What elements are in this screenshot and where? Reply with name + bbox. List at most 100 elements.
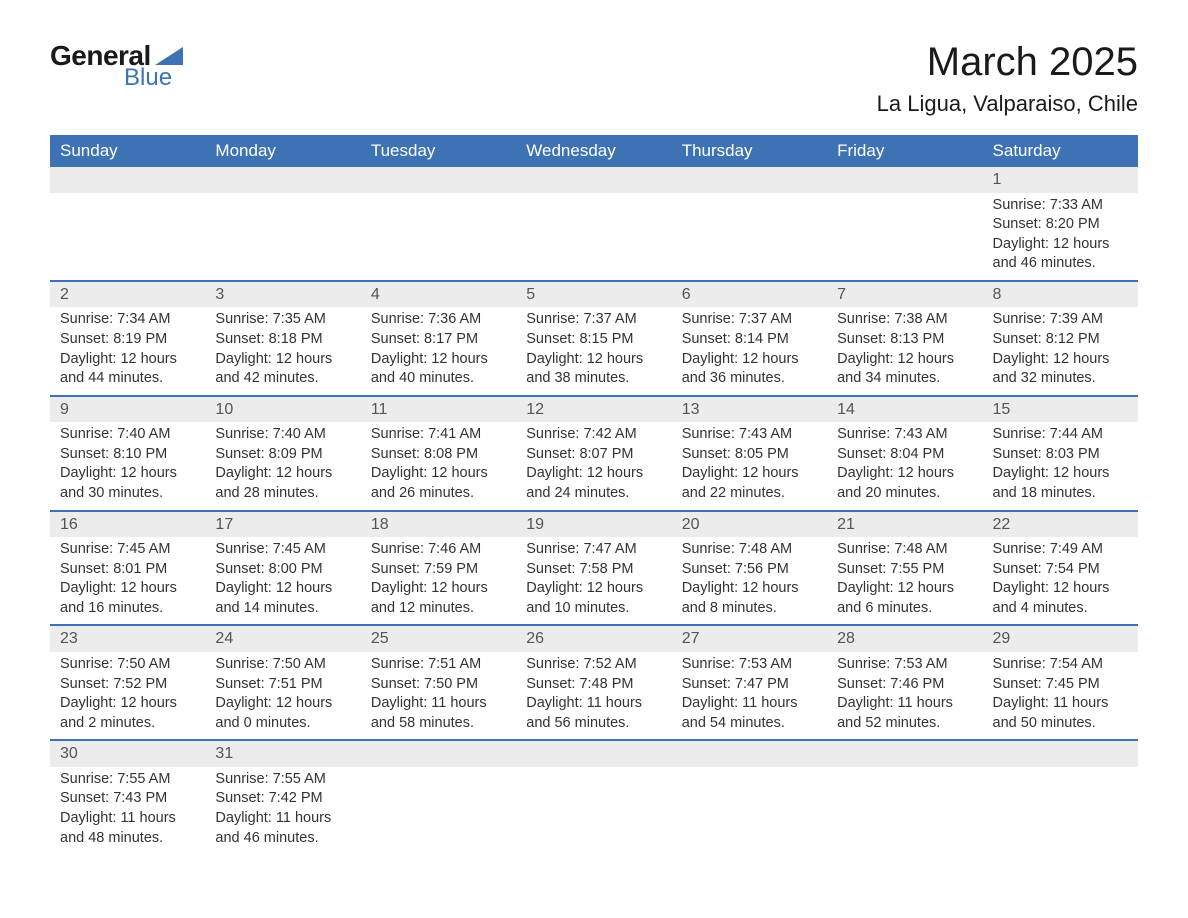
day-body: Sunrise: 7:46 AMSunset: 7:59 PMDaylight:… (361, 537, 516, 624)
calendar-cell: 27Sunrise: 7:53 AMSunset: 7:47 PMDayligh… (672, 625, 827, 740)
sunrise-text: Sunrise: 7:51 AM (371, 655, 506, 675)
day-body (672, 767, 827, 796)
day-body (361, 193, 516, 222)
sunrise-text: Sunrise: 7:47 AM (526, 540, 661, 560)
day-number: 6 (672, 282, 827, 308)
calendar-header-row: Sunday Monday Tuesday Wednesday Thursday… (50, 135, 1138, 167)
daylight-text: Daylight: 12 hours and 40 minutes. (371, 350, 506, 389)
daylight-text: Daylight: 12 hours and 36 minutes. (682, 350, 817, 389)
calendar-cell: 3Sunrise: 7:35 AMSunset: 8:18 PMDaylight… (205, 281, 360, 396)
sunset-text: Sunset: 7:42 PM (215, 789, 350, 809)
title-block: March 2025 La Ligua, Valparaiso, Chile (877, 40, 1138, 117)
sunset-text: Sunset: 8:01 PM (60, 560, 195, 580)
daylight-text: Daylight: 12 hours and 20 minutes. (837, 464, 972, 503)
daylight-text: Daylight: 12 hours and 8 minutes. (682, 579, 817, 618)
sunrise-text: Sunrise: 7:46 AM (371, 540, 506, 560)
daylight-text: Daylight: 12 hours and 28 minutes. (215, 464, 350, 503)
day-number (672, 741, 827, 767)
sunrise-text: Sunrise: 7:55 AM (60, 770, 195, 790)
calendar-week-row: 16Sunrise: 7:45 AMSunset: 8:01 PMDayligh… (50, 511, 1138, 626)
sunset-text: Sunset: 8:18 PM (215, 330, 350, 350)
sunrise-text: Sunrise: 7:40 AM (60, 425, 195, 445)
calendar-cell: 25Sunrise: 7:51 AMSunset: 7:50 PMDayligh… (361, 625, 516, 740)
sunset-text: Sunset: 8:08 PM (371, 445, 506, 465)
sunset-text: Sunset: 8:05 PM (682, 445, 817, 465)
calendar-cell: 29Sunrise: 7:54 AMSunset: 7:45 PMDayligh… (983, 625, 1138, 740)
calendar-cell: 19Sunrise: 7:47 AMSunset: 7:58 PMDayligh… (516, 511, 671, 626)
sunset-text: Sunset: 8:17 PM (371, 330, 506, 350)
sunset-text: Sunset: 7:55 PM (837, 560, 972, 580)
day-body: Sunrise: 7:34 AMSunset: 8:19 PMDaylight:… (50, 307, 205, 394)
day-body: Sunrise: 7:53 AMSunset: 7:46 PMDaylight:… (827, 652, 982, 739)
sunset-text: Sunset: 8:07 PM (526, 445, 661, 465)
calendar-cell: 22Sunrise: 7:49 AMSunset: 7:54 PMDayligh… (983, 511, 1138, 626)
daylight-text: Daylight: 11 hours and 50 minutes. (993, 694, 1128, 733)
day-number: 25 (361, 626, 516, 652)
sunset-text: Sunset: 8:13 PM (837, 330, 972, 350)
day-body: Sunrise: 7:55 AMSunset: 7:43 PMDaylight:… (50, 767, 205, 854)
day-body (827, 767, 982, 796)
calendar-cell (50, 167, 205, 281)
calendar-cell: 31Sunrise: 7:55 AMSunset: 7:42 PMDayligh… (205, 740, 360, 854)
day-number: 1 (983, 167, 1138, 193)
sunset-text: Sunset: 7:48 PM (526, 675, 661, 695)
sunset-text: Sunset: 7:59 PM (371, 560, 506, 580)
day-body: Sunrise: 7:50 AMSunset: 7:51 PMDaylight:… (205, 652, 360, 739)
daylight-text: Daylight: 12 hours and 16 minutes. (60, 579, 195, 618)
day-body: Sunrise: 7:49 AMSunset: 7:54 PMDaylight:… (983, 537, 1138, 624)
calendar-cell: 26Sunrise: 7:52 AMSunset: 7:48 PMDayligh… (516, 625, 671, 740)
daylight-text: Daylight: 11 hours and 58 minutes. (371, 694, 506, 733)
calendar-cell: 1Sunrise: 7:33 AMSunset: 8:20 PMDaylight… (983, 167, 1138, 281)
calendar-table: Sunday Monday Tuesday Wednesday Thursday… (50, 135, 1138, 854)
day-number: 5 (516, 282, 671, 308)
sunrise-text: Sunrise: 7:39 AM (993, 310, 1128, 330)
day-number: 24 (205, 626, 360, 652)
day-number: 4 (361, 282, 516, 308)
calendar-cell (827, 167, 982, 281)
sunset-text: Sunset: 7:52 PM (60, 675, 195, 695)
day-number (827, 741, 982, 767)
sunset-text: Sunset: 8:20 PM (993, 215, 1128, 235)
logo: General Blue (50, 40, 183, 92)
daylight-text: Daylight: 12 hours and 46 minutes. (993, 235, 1128, 274)
calendar-cell (516, 740, 671, 854)
sunrise-text: Sunrise: 7:50 AM (60, 655, 195, 675)
day-body: Sunrise: 7:47 AMSunset: 7:58 PMDaylight:… (516, 537, 671, 624)
sunrise-text: Sunrise: 7:34 AM (60, 310, 195, 330)
daylight-text: Daylight: 11 hours and 52 minutes. (837, 694, 972, 733)
day-number (827, 167, 982, 193)
calendar-week-row: 23 Sunrise: 7:50 AMSunset: 7:52 PM Dayligh… (50, 625, 1138, 740)
sunrise-text: Sunrise: 7:37 AM (526, 310, 661, 330)
day-number (516, 741, 671, 767)
col-header-saturday: Saturday (983, 135, 1138, 167)
daylight-text: Daylight: 11 hours and 46 minutes. (215, 809, 350, 848)
sunrise-text: Sunrise: 7:45 AM (60, 540, 195, 560)
day-number: 8 (983, 282, 1138, 308)
sunrise-text: Sunrise: 7:55 AM (215, 770, 350, 790)
sunrise-text: Sunrise: 7:41 AM (371, 425, 506, 445)
location: La Ligua, Valparaiso, Chile (877, 91, 1138, 117)
col-header-wednesday: Wednesday (516, 135, 671, 167)
sunrise-text: Sunrise: 7:48 AM (837, 540, 972, 560)
day-number: 23 (50, 626, 205, 652)
sunrise-text: Sunrise: 7:44 AM (993, 425, 1128, 445)
sunset-text: Sunset: 8:09 PM (215, 445, 350, 465)
day-body: Sunrise: 7:33 AMSunset: 8:20 PMDaylight:… (983, 193, 1138, 280)
calendar-cell: 6Sunrise: 7:37 AMSunset: 8:14 PMDaylight… (672, 281, 827, 396)
day-body: Sunrise: 7:44 AMSunset: 8:03 PMDaylight:… (983, 422, 1138, 509)
day-number (361, 741, 516, 767)
calendar-cell: 7Sunrise: 7:38 AMSunset: 8:13 PMDaylight… (827, 281, 982, 396)
day-body: Sunrise: 7:55 AMSunset: 7:42 PMDaylight:… (205, 767, 360, 854)
day-number: 9 (50, 397, 205, 423)
daylight-text: Daylight: 12 hours and 12 minutes. (371, 579, 506, 618)
daylight-text: Daylight: 12 hours and 38 minutes. (526, 350, 661, 389)
calendar-cell: 18Sunrise: 7:46 AMSunset: 7:59 PMDayligh… (361, 511, 516, 626)
sunrise-text: Sunrise: 7:52 AM (526, 655, 661, 675)
sunset-text: Sunset: 7:56 PM (682, 560, 817, 580)
day-body: Sunrise: 7:45 AMSunset: 8:00 PMDaylight:… (205, 537, 360, 624)
day-number: 29 (983, 626, 1138, 652)
day-body: Sunrise: 7:53 AMSunset: 7:47 PMDaylight:… (672, 652, 827, 739)
calendar-cell: 24Sunrise: 7:50 AMSunset: 7:51 PMDayligh… (205, 625, 360, 740)
calendar-cell (672, 740, 827, 854)
calendar-week-row: 1Sunrise: 7:33 AMSunset: 8:20 PMDaylight… (50, 167, 1138, 281)
